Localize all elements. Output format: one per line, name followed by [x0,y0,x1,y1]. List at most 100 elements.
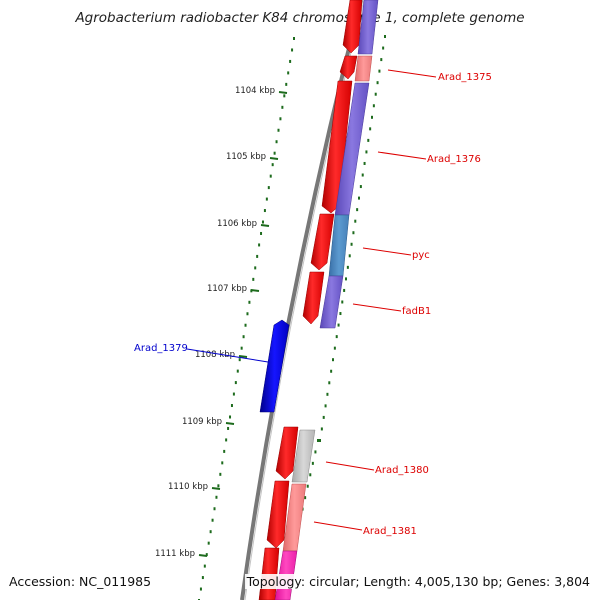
tick-dot [260,231,263,235]
tick-dot [205,553,208,557]
tick-dot [261,220,264,224]
gene-label-arad-1375[interactable]: Arad_1375 [438,72,492,83]
position-tick-mark [211,487,221,490]
tick-dot [304,496,307,500]
tick-dot [225,438,228,442]
tick-dot [365,150,368,154]
gene-arrow[interactable] [321,80,353,214]
tick-dot [203,564,206,568]
position-tick-mark [225,422,235,425]
tick-dot [258,243,261,247]
tick-dot [267,186,270,190]
tick-dot [275,140,278,144]
gene-label-lines [186,69,437,531]
tick-dot [213,507,216,511]
gene-arrow[interactable] [266,480,290,549]
tick-dot [352,231,355,235]
tick-dot [311,461,314,465]
tick-dot [339,312,342,316]
tick-dot [199,587,202,591]
tick-dot [242,335,245,339]
tick-dot [230,404,233,408]
gene-arrow[interactable] [339,55,358,80]
gene-arrow[interactable] [275,426,299,480]
gene-cog-block[interactable] [354,55,373,82]
tick-dot [273,151,276,155]
gene-label-arad-1380[interactable]: Arad_1380 [375,465,429,476]
tick-dot [207,541,210,545]
tick-dot [320,427,323,431]
position-tick-label: 1110 kbp [168,482,208,492]
position-tick-label: 1109 kbp [182,417,222,427]
tick-dot [289,59,292,63]
tick-dot [345,277,347,281]
gene-label-fadb1[interactable]: fadB1 [402,306,431,317]
gene-label-arad-1379[interactable]: Arad_1379 [134,343,188,354]
position-ticks: 1104 kbp 1105 kbp 1106 kbp 1107 kbp 1108 kbp… [155,86,288,559]
tick-dot [201,576,204,580]
gene-label-pyc[interactable]: pyc [412,250,430,261]
tick-dot [281,105,284,109]
tick-dot [356,208,359,212]
tick-dot [263,209,266,213]
tick-dot [223,449,226,453]
tick-dot [246,312,249,316]
tick-dot [271,163,274,167]
gene-cog-block[interactable] [357,0,379,55]
tick-dot [369,127,372,131]
tick-dot [330,369,333,373]
position-tick-label: 1107 kbp [207,284,247,294]
tick-dot [232,392,235,396]
tick-dot [256,254,259,258]
tick-dot [234,381,237,385]
accession-text: Accession: NC_011985 [7,574,154,589]
position-tick-mark [250,289,260,292]
gene-arrow-reverse[interactable] [259,319,290,413]
tick-dot [324,404,327,408]
gene-arrow[interactable] [342,0,363,54]
tick-dot [346,265,349,269]
tick-dot [265,197,268,201]
gene-label-arad-1381[interactable]: Arad_1381 [363,526,417,537]
tick-dot [277,128,280,132]
gene-arrow[interactable] [310,213,335,271]
tick-dot [372,104,375,108]
position-tick-label: 1104 kbp [235,86,275,96]
tick-dot [209,530,212,534]
tick-dot [285,82,288,86]
tick-dot [211,518,214,522]
tick-dot [354,219,357,223]
tick-dot [227,426,230,430]
tick-dot [219,472,222,476]
tick-dot [376,81,379,85]
gene-cog-block[interactable] [291,429,316,483]
tick-dot-rings [198,35,386,600]
tick-dot [293,37,295,40]
tick-dot [367,138,370,142]
tick-dot [341,300,344,304]
position-tick-mark [260,224,270,227]
position-tick-label: 1106 kbp [217,219,257,229]
position-tick-label: 1108 kbp [195,350,235,360]
tick-dot [240,346,243,350]
position-tick-label: 1105 kbp [226,152,266,162]
gene-cog-block[interactable] [319,275,344,329]
tick-dot [380,58,383,62]
tick-dot [279,117,282,121]
gene-label-arad-1376[interactable]: Arad_1376 [427,154,481,165]
tick-dot [269,174,272,178]
tick-dot [358,196,360,200]
tick-dot [236,369,239,373]
tick-dot [309,473,312,477]
tick-dot [319,439,321,442]
tick-dot [283,94,286,98]
gene-arrow[interactable] [302,271,325,325]
tick-dot [238,358,241,362]
position-tick-mark [278,91,288,94]
tick-dot [384,35,386,38]
tick-dot [333,346,336,350]
tick-dot [337,323,340,327]
tick-dot [371,115,373,119]
